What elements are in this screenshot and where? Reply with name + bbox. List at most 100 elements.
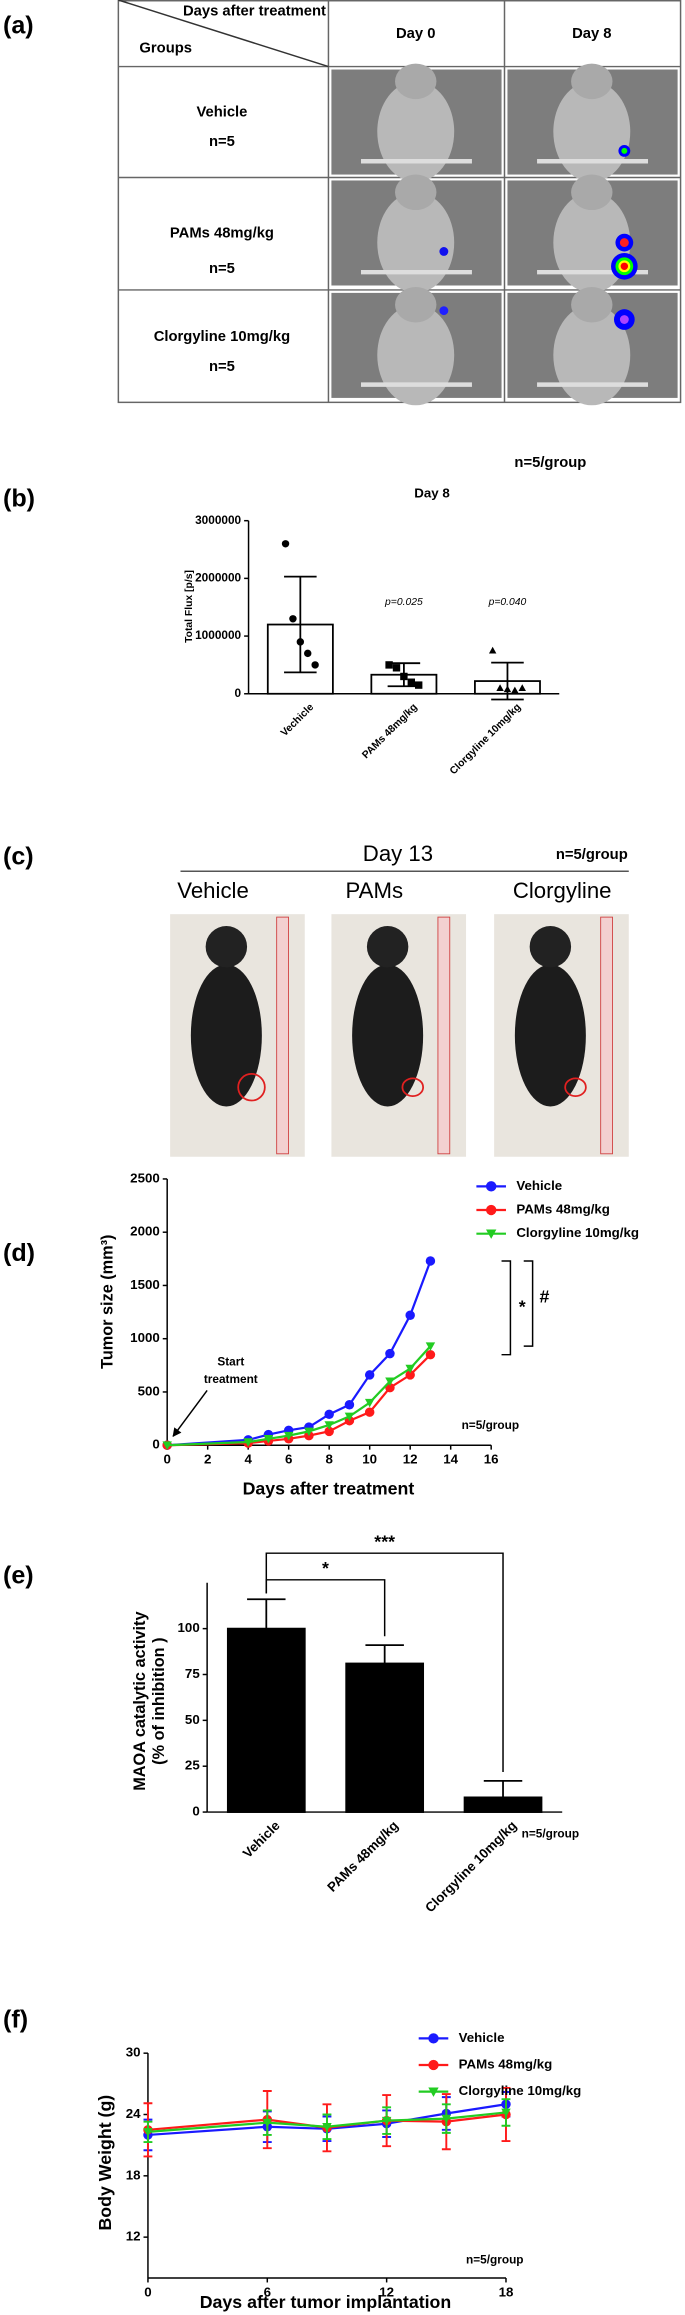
mouse-body xyxy=(377,304,455,406)
legend-label: Vehicle xyxy=(459,2030,505,2045)
point xyxy=(304,1427,314,1437)
error-bar xyxy=(365,1644,404,1664)
annotation: Start xyxy=(217,1354,244,1368)
point xyxy=(405,1310,415,1321)
y-tick-label: 1000000 xyxy=(195,628,241,642)
y-tick-label: 0 xyxy=(235,686,242,700)
point xyxy=(296,638,305,646)
ruler xyxy=(437,916,451,1155)
point xyxy=(289,615,297,623)
row-n: n=5 xyxy=(209,261,235,277)
point xyxy=(486,1229,497,1239)
point xyxy=(385,1377,395,1387)
point xyxy=(262,2118,273,2128)
bar xyxy=(226,1627,306,1813)
point xyxy=(283,1431,294,1441)
x-tick-label: 14 xyxy=(443,1452,458,1467)
y-axis-label: Total Flux [p/s] xyxy=(184,570,195,643)
legend-label: Vehicle xyxy=(516,1178,562,1193)
point xyxy=(162,1441,172,1450)
point xyxy=(364,1398,375,1408)
signal-blob xyxy=(619,238,629,248)
point xyxy=(322,2122,332,2132)
y-tick-label: 2000 xyxy=(130,1224,160,1239)
x-tick-label: PAMs 48mg/kg xyxy=(361,702,420,761)
mouse-body xyxy=(514,964,586,1107)
point xyxy=(428,2059,439,2071)
x-tick-label: 4 xyxy=(244,1452,252,1467)
mouse-head xyxy=(395,63,437,100)
y-tick-label: 30 xyxy=(126,2045,141,2060)
y-tick-label: 12 xyxy=(126,2229,141,2244)
point xyxy=(400,672,408,681)
point xyxy=(364,1407,375,1417)
panel-label: (c) xyxy=(3,843,34,871)
point xyxy=(263,1435,274,1444)
point xyxy=(344,1400,355,1410)
point xyxy=(425,1349,436,1360)
point xyxy=(143,2128,153,2137)
signal-blob xyxy=(620,262,629,270)
tumor-outline xyxy=(564,1077,587,1097)
arrow xyxy=(172,1390,208,1438)
point xyxy=(385,1348,395,1359)
header: Groups xyxy=(139,41,192,57)
point xyxy=(518,684,526,691)
mouse-body xyxy=(553,192,631,293)
table-diagonal xyxy=(118,0,329,68)
series-line xyxy=(167,1353,432,1447)
p-value: p=0.040 xyxy=(488,597,527,608)
x-tick-label: 0 xyxy=(163,1452,170,1467)
p-value: p=0.025 xyxy=(384,597,423,608)
mouse-head xyxy=(529,926,572,968)
point xyxy=(364,1370,375,1380)
point xyxy=(503,685,512,693)
error-bar xyxy=(284,575,317,674)
point xyxy=(381,2116,392,2126)
x-tick-label: 18 xyxy=(499,2284,514,2299)
y-tick-label: 100 xyxy=(178,1620,200,1635)
point xyxy=(405,1370,415,1380)
y-tick-label: 3000000 xyxy=(195,513,241,527)
tumor-outline xyxy=(237,1073,266,1102)
point xyxy=(243,1438,253,1447)
series-line xyxy=(147,2103,507,2137)
bar xyxy=(463,1796,543,1813)
panel-label: (d) xyxy=(3,1239,35,1267)
signal-blob xyxy=(439,247,449,256)
y-tick-label: 75 xyxy=(185,1666,200,1681)
row-n: n=5 xyxy=(209,134,235,150)
point xyxy=(486,1181,497,1192)
mouse-body xyxy=(190,964,262,1107)
point xyxy=(441,2114,452,2124)
point xyxy=(344,1412,355,1422)
legend-label: Clorgyline 10mg/kg xyxy=(516,1225,639,1240)
point xyxy=(324,1409,334,1420)
x-tick-label: 12 xyxy=(403,1452,418,1467)
x-tick-label: 8 xyxy=(325,1452,332,1467)
note: n=5/group xyxy=(556,847,628,863)
significance: # xyxy=(540,1286,550,1306)
panel-label: (b) xyxy=(3,485,35,513)
annotation: treatment xyxy=(204,1372,258,1386)
point xyxy=(324,1426,334,1437)
point xyxy=(425,1256,436,1266)
point xyxy=(304,649,312,658)
bar xyxy=(345,1662,425,1813)
x-tick-label: 2 xyxy=(204,1452,211,1467)
x-tick-label: Vechicle xyxy=(279,702,316,739)
point xyxy=(392,664,401,672)
mouse-head xyxy=(366,926,409,968)
point xyxy=(281,540,290,548)
ruler xyxy=(276,916,289,1155)
y-tick-label: 18 xyxy=(126,2167,141,2182)
error-bar xyxy=(491,661,524,701)
mouse-head xyxy=(571,63,613,100)
point xyxy=(311,661,319,669)
legend-label: PAMs 48mg/kg xyxy=(516,1202,610,1217)
mouse-body xyxy=(377,81,455,182)
panel-label: (e) xyxy=(3,1562,34,1590)
series-line xyxy=(167,1345,432,1447)
point xyxy=(496,684,504,691)
